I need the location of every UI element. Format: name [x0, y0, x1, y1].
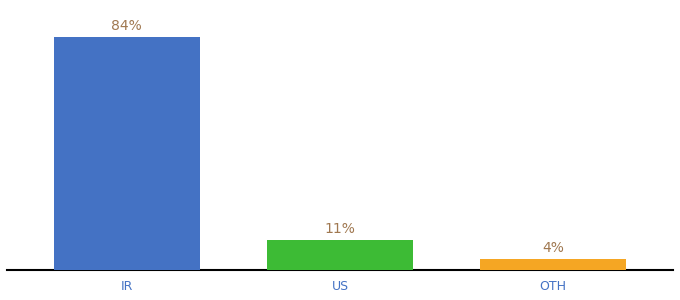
Text: 84%: 84%	[112, 19, 142, 33]
Bar	[480, 259, 626, 270]
Bar	[54, 38, 200, 270]
Text: 11%: 11%	[324, 222, 356, 236]
Text: 4%: 4%	[542, 241, 564, 255]
Bar	[267, 240, 413, 270]
